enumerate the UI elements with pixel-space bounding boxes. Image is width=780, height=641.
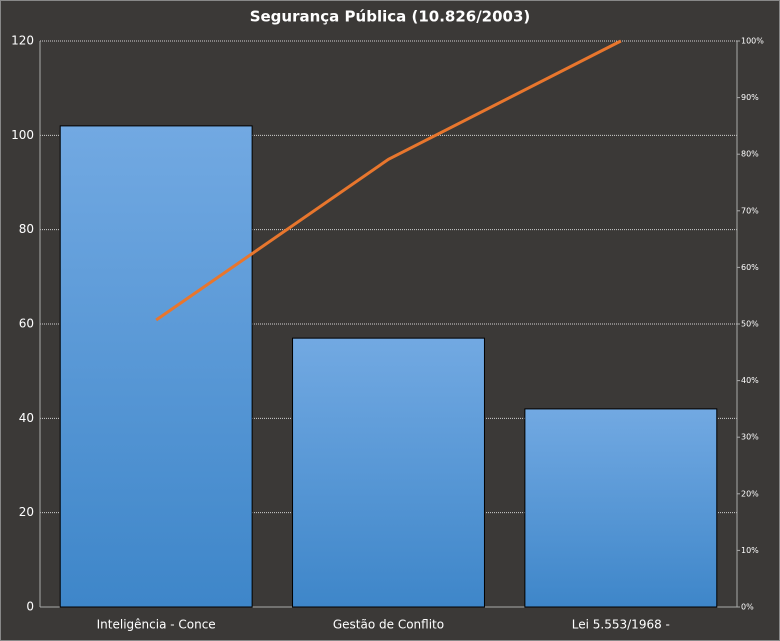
y-tick-label: 20 — [19, 505, 34, 519]
x-tick-label: Gestão de Conflito — [333, 618, 444, 632]
y2-tick-label: 0% — [741, 603, 754, 612]
x-tick-label: Lei 5.553/1968 - — [572, 618, 670, 632]
y2-tick-label: 90% — [741, 93, 759, 102]
y2-tick-label: 50% — [741, 320, 759, 329]
y2-tick-label: 20% — [741, 489, 759, 498]
y2-tick-label: 100% — [741, 37, 764, 46]
bar — [292, 337, 485, 608]
y-tick-label: 80 — [19, 222, 34, 236]
bar — [59, 125, 253, 608]
y2-tick-label: 40% — [741, 376, 759, 385]
y2-tick-label: 30% — [741, 433, 759, 442]
y-tick-label: 0 — [26, 600, 34, 614]
chart-title: Segurança Pública (10.826/2003) — [250, 8, 531, 26]
y2-tick-label: 60% — [741, 263, 759, 272]
bar — [524, 408, 718, 608]
y2-tick-label: 80% — [741, 150, 759, 159]
y-tick-label: 120 — [11, 34, 34, 48]
y-tick-label: 60 — [19, 317, 34, 331]
y-tick-label: 100 — [11, 128, 34, 142]
y2-tick-label: 10% — [741, 546, 759, 555]
line — [155, 39, 622, 322]
y-tick-label: 40 — [19, 411, 34, 425]
x-tick-label: Inteligência - Conce — [97, 618, 216, 632]
y2-tick-label: 70% — [741, 206, 759, 215]
